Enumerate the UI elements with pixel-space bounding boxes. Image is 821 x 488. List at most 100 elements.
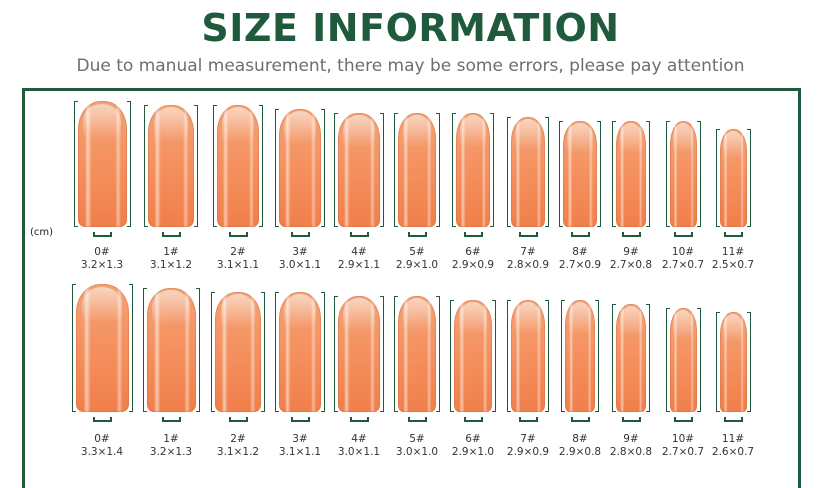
size-dimensions: 2.8×0.9 <box>506 259 550 271</box>
width-marker-tick <box>162 417 164 422</box>
width-marker-tick <box>519 417 521 422</box>
width-marker <box>674 420 692 422</box>
width-marker-tick <box>291 417 293 422</box>
nail-tip-1-5 <box>398 296 436 412</box>
length-bracket-right <box>436 296 440 412</box>
size-number: 7# <box>520 246 536 258</box>
length-bracket-right <box>261 292 265 412</box>
width-marker-tick <box>110 417 112 422</box>
width-marker-tick <box>674 232 676 237</box>
width-marker <box>408 420 426 422</box>
width-marker-tick <box>588 417 590 422</box>
width-marker-tick <box>741 417 743 422</box>
width-marker-tick <box>308 232 310 237</box>
width-marker <box>674 235 692 237</box>
length-bracket-left <box>715 129 720 227</box>
nail-tip-0-3 <box>279 109 321 227</box>
size-dimensions: 3.2×1.3 <box>149 446 193 458</box>
page-subtitle: Due to manual measurement, there may be … <box>76 56 745 76</box>
length-bracket-right <box>195 288 200 412</box>
nail-tip-1-3 <box>279 292 321 412</box>
width-marker-tick <box>246 232 248 237</box>
width-marker-tick <box>724 417 726 422</box>
nail-tip-0-6 <box>456 113 490 227</box>
width-marker-tick <box>367 232 369 237</box>
size-dimensions: 3.0×1.0 <box>395 446 439 458</box>
width-marker <box>464 235 482 237</box>
page-title: SIZE INFORMATION <box>201 6 620 50</box>
size-number: 4# <box>351 246 367 258</box>
length-bracket-right <box>696 121 701 227</box>
width-marker-tick <box>536 232 538 237</box>
size-number: 10# <box>671 433 695 445</box>
size-dimensions: 3.0×1.1 <box>278 259 322 271</box>
length-bracket-left <box>612 304 616 412</box>
width-marker-tick <box>536 417 538 422</box>
nail-tip-0-8 <box>563 121 597 227</box>
nail-tip-0-2 <box>217 105 259 227</box>
width-marker-tick <box>425 417 427 422</box>
size-number: 6# <box>465 433 481 445</box>
size-number: 11# <box>721 246 745 258</box>
length-bracket-left <box>275 292 279 412</box>
length-bracket-left <box>452 113 456 227</box>
width-marker-tick <box>162 232 164 237</box>
size-dimensions: 3.1×1.1 <box>278 446 322 458</box>
size-number: 5# <box>409 433 425 445</box>
nail-tip-0-9 <box>616 121 646 227</box>
width-marker-tick <box>481 232 483 237</box>
width-marker-tick <box>246 417 248 422</box>
nail-tip-1-0 <box>75 284 129 412</box>
width-marker <box>350 420 368 422</box>
width-marker <box>93 420 111 422</box>
width-marker-tick <box>481 417 483 422</box>
length-bracket-left <box>612 121 616 227</box>
length-bracket-left <box>334 296 338 412</box>
length-bracket-left <box>211 292 215 412</box>
width-marker <box>408 235 426 237</box>
width-marker-tick <box>93 232 95 237</box>
nail-tip-1-9 <box>616 304 646 412</box>
size-dimensions: 2.6×0.7 <box>711 446 755 458</box>
length-bracket-right <box>126 101 131 227</box>
size-number: 7# <box>520 433 536 445</box>
length-bracket-left <box>559 121 563 227</box>
size-number: 1# <box>163 246 179 258</box>
nail-tip-1-8 <box>565 300 595 412</box>
length-bracket-right <box>194 105 198 227</box>
length-bracket-left <box>144 105 148 227</box>
width-marker <box>350 235 368 237</box>
nail-tip-0-0 <box>77 101 127 227</box>
nail-tip-1-2 <box>215 292 261 412</box>
length-bracket-left <box>275 109 279 227</box>
size-number: 2# <box>230 246 246 258</box>
nail-tip-0-5 <box>398 113 436 227</box>
width-marker <box>519 420 537 422</box>
width-marker-tick <box>291 232 293 237</box>
length-bracket-right <box>545 117 549 227</box>
length-bracket-right <box>259 105 263 227</box>
length-bracket-right <box>746 129 751 227</box>
width-marker <box>291 420 309 422</box>
size-number: 6# <box>465 246 481 258</box>
size-dimensions: 2.7×0.8 <box>609 259 653 271</box>
width-marker <box>229 235 247 237</box>
size-dimensions: 2.9×1.0 <box>395 259 439 271</box>
size-number: 0# <box>94 246 110 258</box>
width-marker-tick <box>588 232 590 237</box>
width-marker <box>229 420 247 422</box>
width-marker <box>162 420 180 422</box>
length-bracket-right <box>128 284 133 412</box>
size-dimensions: 2.8×0.8 <box>609 446 653 458</box>
nail-tip-0-1 <box>148 105 194 227</box>
nail-tip-1-10 <box>669 308 697 412</box>
width-marker-tick <box>110 232 112 237</box>
length-bracket-left <box>665 308 670 412</box>
width-marker-tick <box>408 232 410 237</box>
size-dimensions: 3.1×1.2 <box>216 446 260 458</box>
size-dimensions: 2.9×0.9 <box>506 446 550 458</box>
size-dimensions: 2.9×0.9 <box>451 259 495 271</box>
nail-tip-0-7 <box>511 117 545 227</box>
width-marker-tick <box>179 417 181 422</box>
width-marker-tick <box>691 232 693 237</box>
